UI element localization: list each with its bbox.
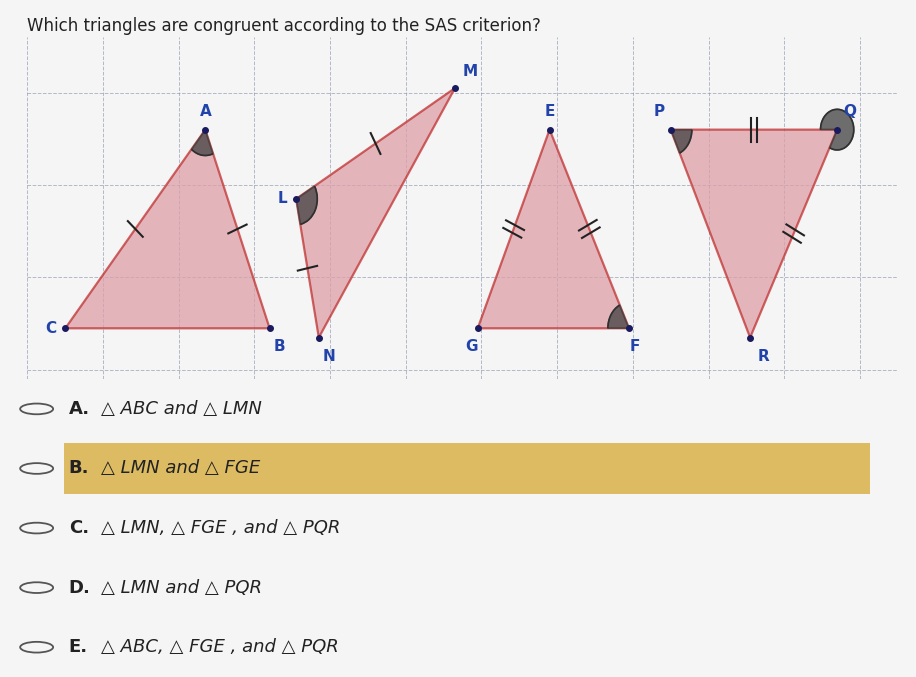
Text: △ ABC and △ LMN: △ ABC and △ LMN	[101, 400, 262, 418]
Text: E.: E.	[69, 638, 88, 656]
Text: N: N	[322, 349, 335, 364]
Text: B: B	[273, 339, 285, 354]
Text: △ LMN and △ FGE: △ LMN and △ FGE	[101, 460, 260, 477]
Text: G: G	[465, 339, 478, 354]
Polygon shape	[65, 129, 269, 328]
Text: B.: B.	[69, 460, 89, 477]
Text: △ LMN and △ PQR: △ LMN and △ PQR	[101, 579, 262, 596]
Text: D.: D.	[69, 579, 91, 596]
FancyBboxPatch shape	[64, 443, 870, 494]
Text: C.: C.	[69, 519, 89, 537]
Text: A.: A.	[69, 400, 90, 418]
Polygon shape	[821, 109, 854, 150]
Text: L: L	[278, 192, 287, 206]
Polygon shape	[296, 88, 455, 338]
Polygon shape	[608, 305, 629, 328]
Text: △ ABC, △ FGE , and △ PQR: △ ABC, △ FGE , and △ PQR	[101, 638, 339, 656]
Text: △ LMN, △ FGE , and △ PQR: △ LMN, △ FGE , and △ PQR	[101, 519, 340, 537]
Text: E: E	[544, 104, 555, 118]
Text: Q: Q	[844, 104, 856, 118]
Text: F: F	[630, 339, 640, 354]
Polygon shape	[478, 129, 629, 328]
Polygon shape	[671, 129, 692, 153]
Text: R: R	[758, 349, 769, 364]
Text: Which triangles are congruent according to the SAS criterion?: Which triangles are congruent according …	[27, 17, 541, 35]
Text: P: P	[653, 104, 665, 118]
Text: A: A	[200, 104, 212, 118]
Polygon shape	[191, 129, 213, 156]
Text: C: C	[45, 321, 56, 336]
Polygon shape	[671, 129, 837, 338]
Polygon shape	[296, 186, 317, 224]
Text: M: M	[463, 64, 478, 79]
